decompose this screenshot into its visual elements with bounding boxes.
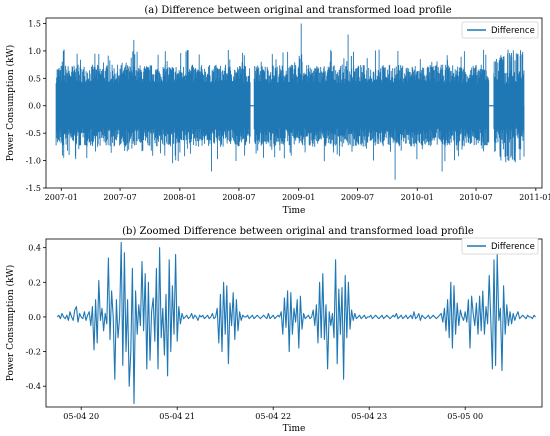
panel-b-x-tick-label: 05-04 21	[159, 412, 195, 421]
panel-a-y-tick-label: 1.5	[28, 19, 41, 28]
panel-b-x-tick-label: 05-04 22	[255, 412, 291, 421]
panel-a-y-tick-label: 0.5	[28, 74, 41, 83]
panel-b-x-tick-label: 05-05 00	[447, 412, 483, 421]
panel-b-plot-area	[45, 238, 543, 408]
panel-b-y-tick-label: -0.4	[26, 382, 41, 391]
panel-a-x-tick-label: 2008-07	[222, 193, 255, 202]
panel-a-plot-area	[45, 17, 543, 189]
panel-b-y-label: Power Consumption (kW)	[5, 265, 16, 381]
panel-b-x-tick-label: 05-04 23	[351, 412, 387, 421]
panel-a-y-tick-label: 1.0	[28, 47, 41, 56]
panel-b-legend: Difference	[461, 237, 539, 255]
panel-a-x-tick-label: 2007-01	[45, 193, 78, 202]
panel-a-x-ticks: 2007-01 2007-07 2008-01 2008-07 2009-01 2009-…	[45, 188, 550, 202]
panel-a-series-segment	[253, 23, 490, 180]
panel-a-legend-label: Difference	[491, 26, 535, 36]
panel-a-legend-box	[461, 21, 539, 39]
panel-b-legend-label: Difference	[491, 242, 535, 252]
panel-a-series-segment	[493, 49, 525, 163]
panel-a-x-tick-label: 2010-01	[401, 193, 434, 202]
panel-b-x-tick-label: 05-04 20	[63, 412, 99, 421]
panel-a-title: (a) Difference between original and tran…	[144, 5, 451, 16]
panel-a: (a) Difference between original and tran…	[5, 5, 550, 216]
panel-a-x-label: Time	[283, 206, 306, 216]
panel-a-x-tick-label: 2011-01	[519, 193, 550, 202]
panel-b-legend-box	[461, 237, 539, 255]
panel-b-series-difference	[56, 241, 537, 405]
panel-a-y-tick-label: -1.0	[26, 157, 41, 166]
panel-b-y-tick-label: 0.0	[28, 313, 41, 322]
panel-a-y-tick-label: -1.5	[26, 184, 41, 193]
panel-a-x-tick-label: 2008-01	[163, 193, 196, 202]
panel-a-series-segment	[55, 39, 251, 172]
panel-a-y-label: Power Consumption (kW)	[5, 45, 16, 161]
panel-a-x-tick-label: 2009-01	[282, 193, 315, 202]
panel-a-y-tick-label: -0.5	[26, 129, 41, 138]
panel-a-legend: Difference	[461, 21, 539, 39]
panel-b-y-ticks: -0.4 -0.2 0.0 0.2 0.4	[26, 244, 46, 391]
panel-b-series-line	[56, 241, 537, 405]
panel-b: (b) Zoomed Difference between original a…	[5, 226, 543, 434]
panel-a-axes-frame	[45, 17, 543, 189]
panel-b-x-label: Time	[283, 424, 306, 434]
panel-b-x-ticks: 05-04 20 05-04 21 05-04 22 05-04 23 05-05 00	[63, 407, 483, 421]
panel-a-series-difference	[55, 23, 525, 180]
panel-a-y-ticks: -1.5 -1.0 -0.5 0.0 0.5 1.0 1.5	[26, 19, 46, 193]
panel-b-axes-frame	[45, 238, 543, 408]
panel-a-y-tick-label: 0.0	[28, 102, 41, 111]
panel-a-x-tick-label: 2010-07	[459, 193, 492, 202]
panel-a-x-tick-label: 2007-07	[103, 193, 136, 202]
panel-a-x-tick-label: 2009-07	[341, 193, 374, 202]
panel-b-title: (b) Zoomed Difference between original a…	[122, 226, 474, 237]
panel-b-y-tick-label: 0.4	[28, 244, 41, 253]
panel-b-y-tick-label: 0.2	[28, 278, 41, 287]
panel-b-y-tick-label: -0.2	[26, 348, 41, 357]
